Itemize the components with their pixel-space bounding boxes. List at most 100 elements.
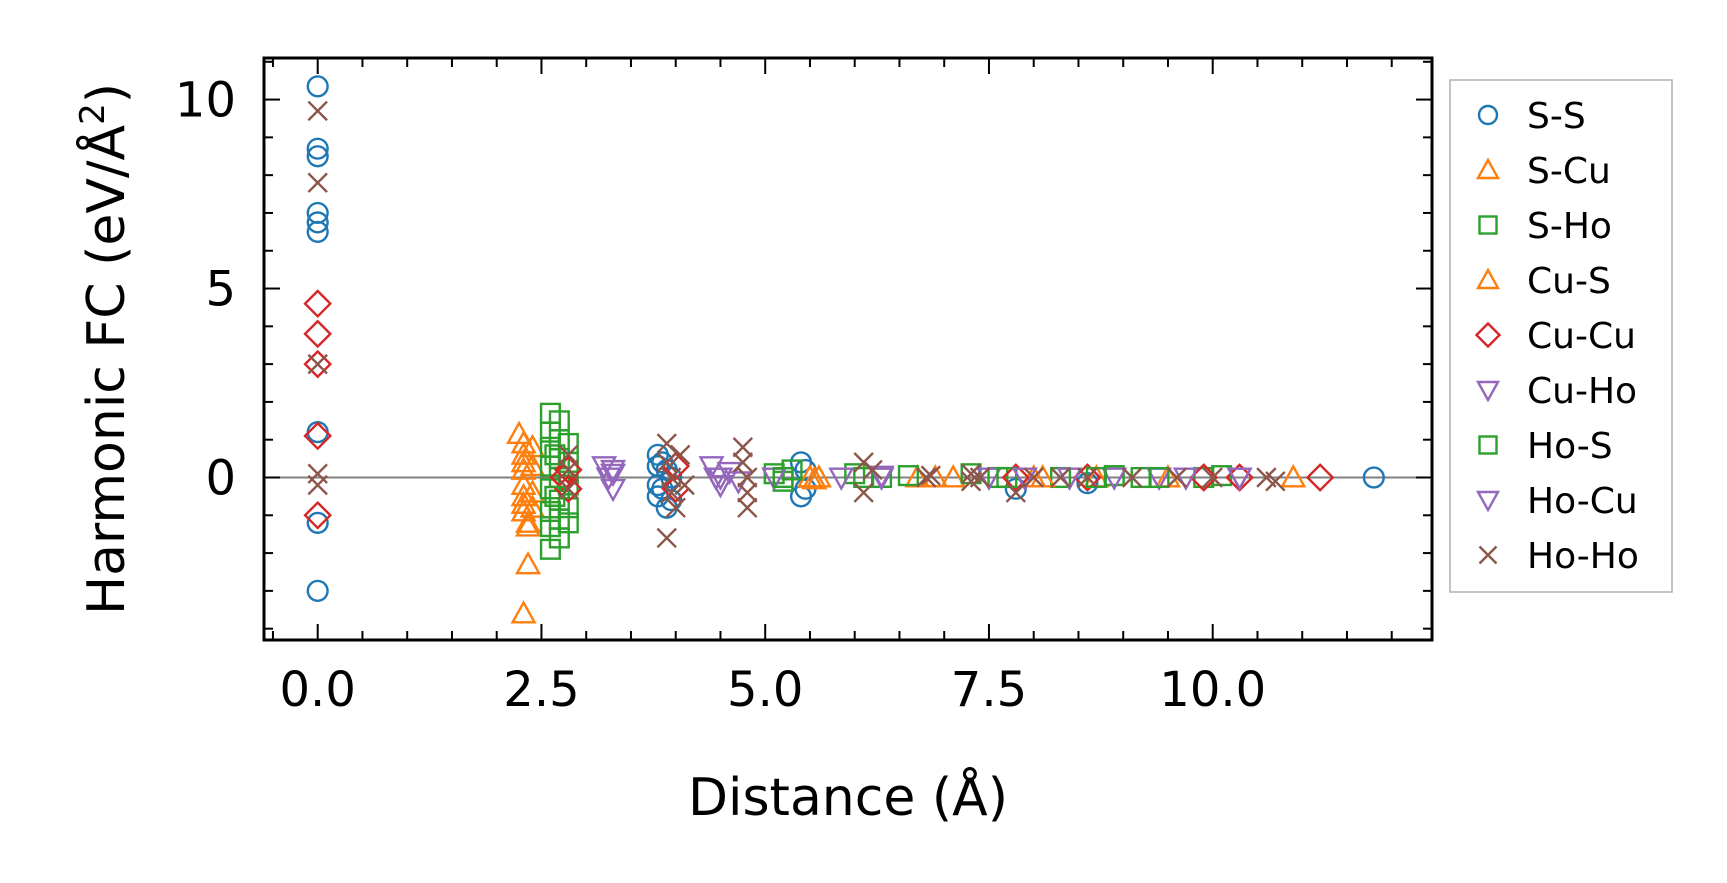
data-point xyxy=(1166,467,1188,488)
data-point xyxy=(558,478,579,500)
data-point xyxy=(737,482,758,503)
data-point xyxy=(1202,467,1223,488)
axes-frame xyxy=(262,56,1434,642)
data-point xyxy=(732,452,754,473)
legend-label-ho-ho: Ho-Ho xyxy=(1527,536,1639,577)
data-point xyxy=(510,490,537,514)
data-point xyxy=(805,464,832,488)
data-point xyxy=(656,452,677,473)
data-point xyxy=(1050,467,1071,488)
data-point xyxy=(306,145,329,168)
data-point xyxy=(1077,467,1098,488)
legend-label-s-s: S-S xyxy=(1527,96,1586,137)
data-point xyxy=(553,474,583,504)
data-point xyxy=(510,448,537,473)
data-point xyxy=(669,444,691,466)
legend-marker-ho-cu xyxy=(1475,490,1501,513)
data-point xyxy=(661,467,682,488)
y-axis-label-superscript: 2 xyxy=(73,103,113,125)
data-point xyxy=(558,444,579,466)
data-point xyxy=(996,466,1018,489)
data-point xyxy=(510,600,537,624)
data-point xyxy=(707,475,734,499)
data-point xyxy=(600,459,627,484)
data-point xyxy=(514,550,542,575)
data-point xyxy=(969,467,991,488)
legend-marker-ho-s xyxy=(1478,435,1498,455)
data-point xyxy=(1265,471,1286,492)
x-tick-label: 5.0 xyxy=(727,662,803,718)
data-point xyxy=(519,452,546,477)
series-ho-ho xyxy=(307,100,1286,549)
data-point xyxy=(303,421,333,451)
data-point xyxy=(558,459,579,481)
y-axis-label: Harmonic FC (eV/Å2) xyxy=(73,83,137,615)
data-point xyxy=(801,465,828,490)
data-point xyxy=(916,467,937,488)
data-point xyxy=(862,459,883,481)
data-point xyxy=(707,467,734,491)
data-point xyxy=(306,579,329,602)
data-point xyxy=(828,467,855,491)
data-point xyxy=(510,441,537,465)
data-point xyxy=(591,456,618,480)
data-point xyxy=(1101,467,1128,491)
x-tick-label: 10.0 xyxy=(1159,662,1266,718)
y-tick-label: 10 xyxy=(175,73,236,129)
legend-marker-ho-ho xyxy=(1478,545,1498,565)
data-point xyxy=(303,289,333,318)
x-tick-label: 7.5 xyxy=(951,662,1027,718)
data-point xyxy=(519,479,546,503)
legend-label-cu-cu: Cu-Cu xyxy=(1527,316,1636,357)
data-point xyxy=(307,353,328,375)
data-point xyxy=(732,437,754,458)
data-point xyxy=(306,220,329,243)
legend-label-cu-s: Cu-S xyxy=(1527,261,1611,302)
x-tick-label: 0.0 xyxy=(280,662,356,718)
data-point xyxy=(303,349,333,379)
y-axis-label-main: Harmonic FC (eV/Å xyxy=(75,124,137,615)
y-axis-ticks: 0 5 10 xyxy=(175,60,1432,630)
data-point xyxy=(510,482,537,507)
data-point xyxy=(307,474,328,496)
legend-label-ho-s: Ho-S xyxy=(1527,426,1613,467)
data-point xyxy=(303,319,333,349)
plot-area xyxy=(264,75,1432,624)
data-point xyxy=(1226,467,1253,491)
data-point xyxy=(600,463,627,488)
data-point xyxy=(940,464,967,488)
data-point xyxy=(897,465,919,487)
y-axis-label-close: ) xyxy=(77,83,137,103)
legend-marker-s-s xyxy=(1477,104,1499,126)
data-point xyxy=(307,172,328,193)
data-point xyxy=(1121,467,1143,488)
legend-label-s-ho: S-Ho xyxy=(1527,206,1612,247)
plot-frame xyxy=(262,56,1434,642)
data-point xyxy=(772,466,794,489)
data-point xyxy=(307,100,328,122)
data-point xyxy=(853,466,875,489)
data-point xyxy=(306,211,329,234)
y-tick-label: 5 xyxy=(205,262,236,318)
data-point xyxy=(303,500,333,530)
data-point xyxy=(544,444,566,466)
legend-marker-s-ho xyxy=(1478,215,1498,235)
data-point xyxy=(306,511,329,534)
legend-marker-s-cu xyxy=(1475,157,1501,180)
data-point xyxy=(306,75,329,98)
data-point xyxy=(514,513,542,537)
data-point xyxy=(1001,463,1031,492)
data-point xyxy=(1148,466,1170,489)
data-point xyxy=(557,512,579,534)
data-point xyxy=(553,455,583,485)
data-point xyxy=(868,465,895,490)
data-point xyxy=(514,509,542,533)
legend-label-ho-cu: Ho-Cu xyxy=(1527,481,1638,522)
x-axis-ticks: 0.0 2.5 5.0 7.5 10.0 xyxy=(271,58,1393,718)
legend-label-s-cu: S-Cu xyxy=(1527,151,1611,192)
data-point xyxy=(656,527,677,549)
legend-marker-cu-s xyxy=(1475,267,1501,290)
data-point xyxy=(853,482,874,503)
